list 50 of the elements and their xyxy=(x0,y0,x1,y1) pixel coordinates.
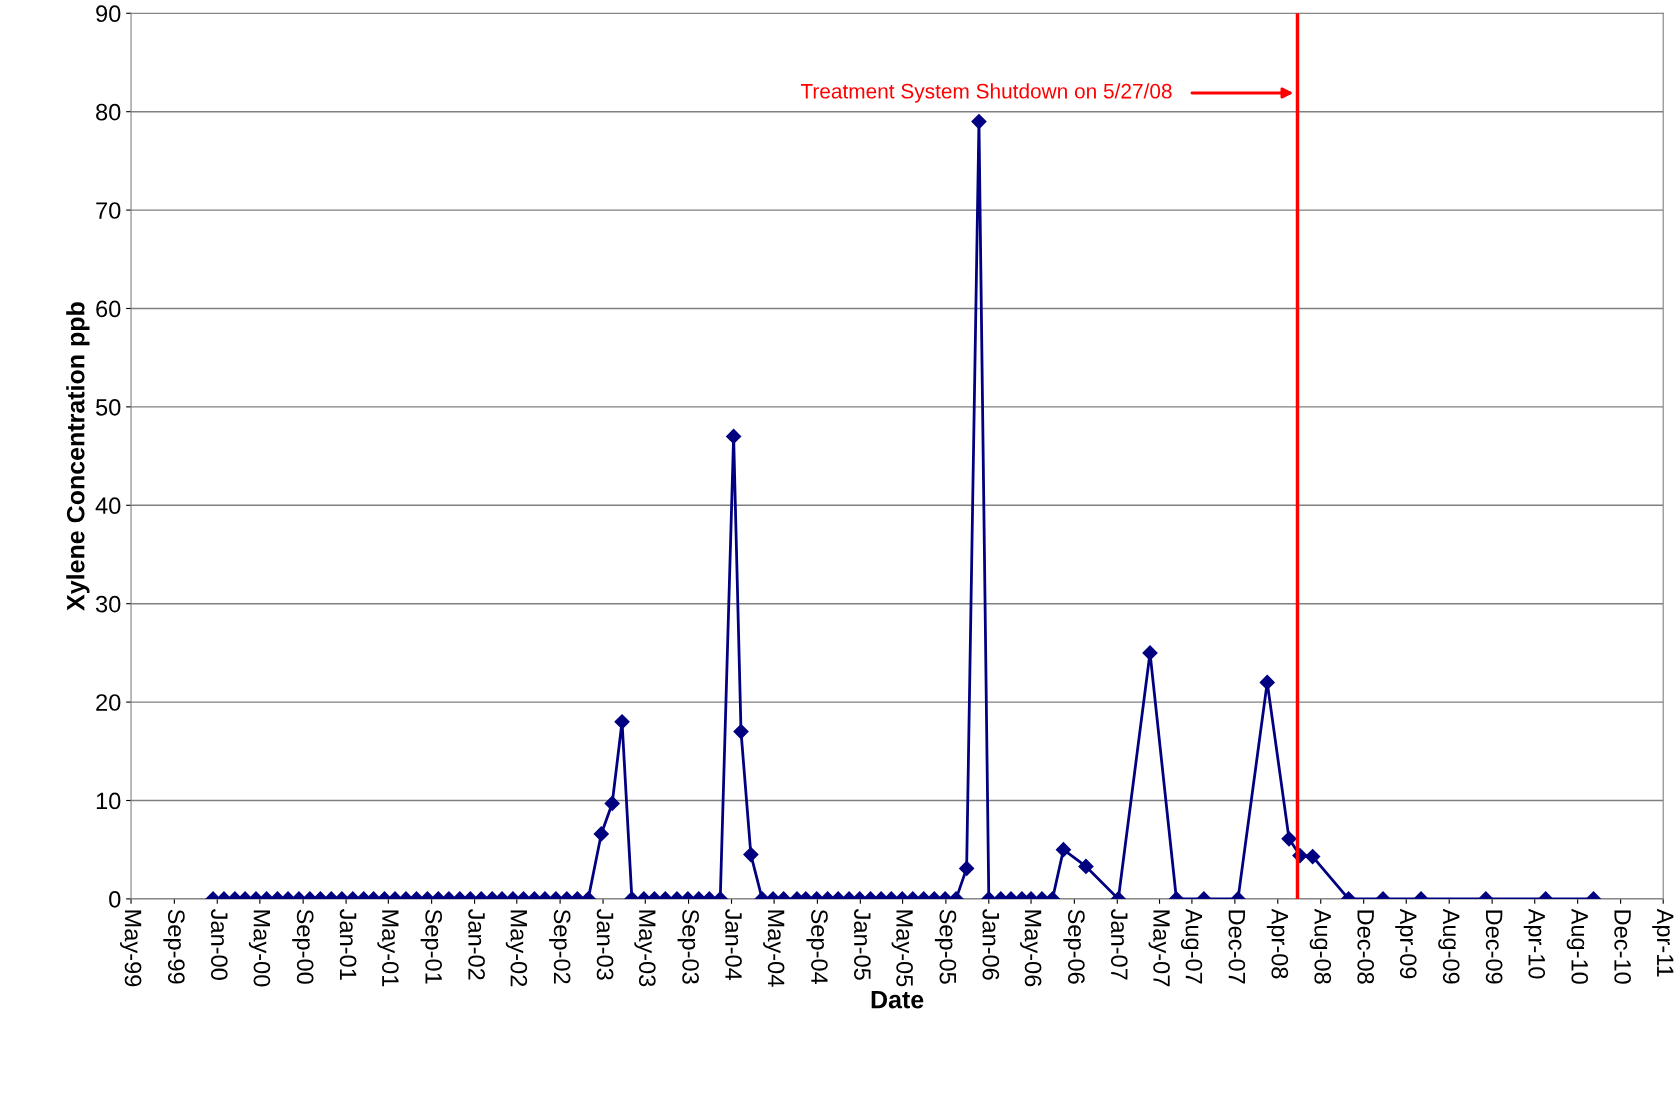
x-tick-label: May-05 xyxy=(891,910,913,987)
x-tick-label: Sep-00 xyxy=(292,909,314,984)
x-tick-label: May-99 xyxy=(120,910,142,987)
y-tick-label: 10 xyxy=(96,792,121,810)
x-tick-label: Aug-07 xyxy=(1180,908,1203,984)
x-tick-label: May-00 xyxy=(248,910,271,987)
x-tick-label: Jan-07 xyxy=(1110,908,1128,980)
x-axis-title: Date xyxy=(871,991,924,1009)
y-tick-label: 50 xyxy=(96,398,121,416)
x-tick-label: Aug-09 xyxy=(1438,908,1460,984)
x-tick-label: Sep-04 xyxy=(806,909,828,985)
x-tick-label: May-06 xyxy=(1020,910,1042,987)
x-tick-label: Sep-99 xyxy=(163,909,185,984)
x-tick-label: Jan-03 xyxy=(596,908,614,980)
x-tick-label: Dec-09 xyxy=(1485,910,1503,984)
y-tick-label: 0 xyxy=(109,890,121,908)
x-tick-label: Jan-02 xyxy=(468,908,485,980)
y-tick-label: 20 xyxy=(96,694,121,711)
x-tick-label: Sep-02 xyxy=(549,909,571,984)
y-tick-label: 60 xyxy=(96,300,121,318)
x-tick-label: Jan-00 xyxy=(210,908,228,980)
x-tick-label: May-07 xyxy=(1148,910,1170,987)
x-tick-label: Dec-08 xyxy=(1357,910,1375,984)
x-tick-label: Apr-08 xyxy=(1266,908,1289,979)
y-tick-label: 30 xyxy=(95,595,121,613)
x-tick-label: Jan-06 xyxy=(982,908,1000,980)
x-tick-label: Dec-10 xyxy=(1614,910,1631,984)
x-tick-label: Sep-05 xyxy=(934,909,957,984)
x-tick-label: May-03 xyxy=(634,910,656,987)
y-tick-label: 40 xyxy=(95,497,121,515)
x-tick-label: May-01 xyxy=(377,910,399,987)
x-tick-label: May-04 xyxy=(763,910,785,987)
x-tick-label: May-02 xyxy=(505,910,528,987)
y-tick-label: 80 xyxy=(96,103,121,121)
x-tick-label: Aug-10 xyxy=(1566,908,1589,984)
y-tick-label: 70 xyxy=(96,202,121,219)
x-tick-label: Aug-08 xyxy=(1309,908,1332,984)
x-tick-label: Jan-05 xyxy=(854,908,871,980)
x-tick-label: Sep-01 xyxy=(420,909,443,984)
y-tick-label: 90 xyxy=(96,5,121,23)
x-tick-label: Jan-01 xyxy=(339,908,357,980)
x-tick-label: Apr-10 xyxy=(1523,908,1546,979)
x-tick-label: Dec-07 xyxy=(1228,910,1246,984)
y-axis-title: Xylene Concentration ppb xyxy=(66,302,90,611)
x-tick-label: Apr-11 xyxy=(1652,908,1674,977)
x-tick-label: Jan-04 xyxy=(725,908,742,981)
x-tick-label: Sep-06 xyxy=(1063,909,1085,984)
x-tick-label: Sep-03 xyxy=(677,909,699,984)
ref-line-label: Treatment System Shutdown on 5/27/08 xyxy=(800,83,1172,103)
x-tick-label: Apr-09 xyxy=(1395,908,1417,979)
